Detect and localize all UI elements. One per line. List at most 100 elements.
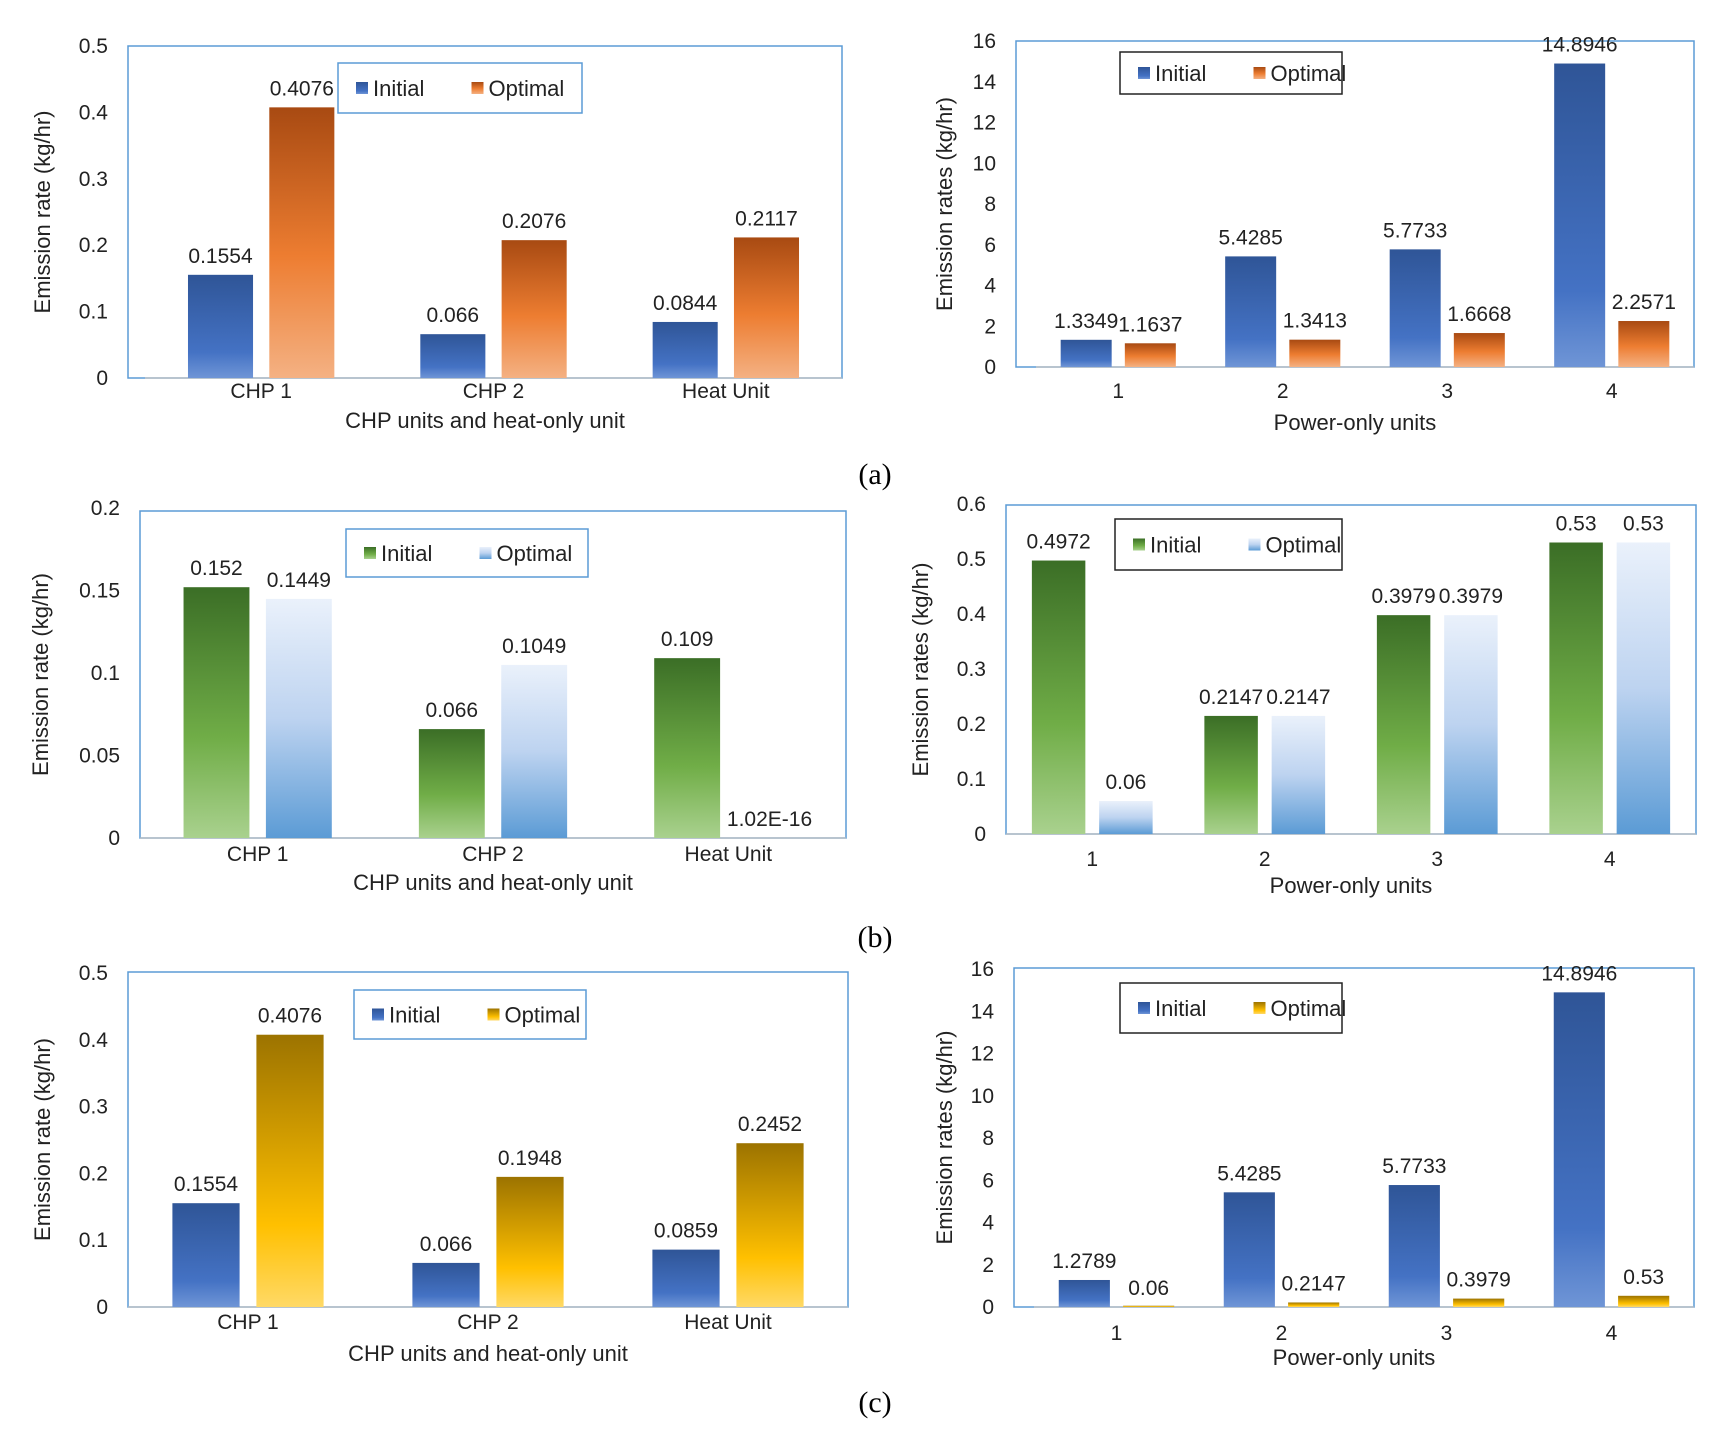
- data-label: 0.2076: [502, 210, 566, 233]
- x-tick-label: 3: [1441, 380, 1453, 403]
- data-label: 0.2147: [1266, 686, 1330, 709]
- bar-optimal-2: [1289, 339, 1341, 367]
- bar-initial-heat-unit: [652, 321, 718, 378]
- y-tick-label: 2: [982, 1254, 994, 1277]
- panel-label-c: (c): [858, 1386, 891, 1419]
- chart-a-right: 0 2 4 6 8 10 12 14 16 Emission rates (kg/hr) 1 1.33…: [932, 30, 1695, 435]
- legend-box: [1119, 982, 1343, 1034]
- x-axis-title: Power-only units: [1270, 873, 1433, 898]
- y-tick-label: 2: [984, 315, 996, 338]
- y-tick-label: 0.5: [79, 962, 108, 985]
- y-tick-label: 4: [984, 275, 996, 298]
- legend: Initial Optimal: [345, 528, 589, 578]
- legend-label-initial: Initial: [1155, 61, 1206, 86]
- bar-optimal-heat-unit: [736, 1143, 804, 1307]
- y-tick-label: 0: [96, 1296, 108, 1319]
- data-label: 0.0859: [654, 1220, 718, 1243]
- data-label: 0.0844: [653, 292, 718, 315]
- y-tick-label: 0: [96, 367, 108, 390]
- bar-initial-4: [1553, 992, 1605, 1307]
- x-axis-title: CHP units and heat-only unit: [348, 1341, 628, 1366]
- bar-initial-2: [1225, 256, 1277, 367]
- bar-optimal-1: [1099, 801, 1153, 834]
- bar-initial-chp-2: [412, 1262, 480, 1307]
- data-label: 0.3979: [1447, 1269, 1511, 1292]
- bar-optimal-chp-1: [269, 107, 335, 378]
- bar-optimal-heat-unit: [733, 237, 800, 378]
- y-tick-label: 0.1: [957, 768, 986, 791]
- y-tick-label: 0.2: [957, 713, 986, 736]
- data-label: 0.1554: [174, 1173, 239, 1196]
- x-tick-label: Heat Unit: [685, 843, 773, 866]
- y-tick-label: 6: [982, 1169, 994, 1192]
- legend-label-optimal: Optimal: [497, 541, 573, 566]
- legend-label-initial: Initial: [1150, 533, 1201, 558]
- bar-initial-1: [1031, 560, 1086, 834]
- x-tick-label: Heat Unit: [682, 380, 770, 403]
- data-label: 1.3413: [1283, 310, 1347, 333]
- legend: Initial Optimal: [1114, 518, 1343, 571]
- bar-optimal-chp-1: [265, 598, 332, 838]
- x-axis-title: CHP units and heat-only unit: [345, 408, 625, 433]
- legend-swatch-optimal: [1253, 1002, 1266, 1014]
- bar-optimal-4: [1616, 542, 1671, 834]
- y-tick-label: 0.05: [79, 745, 120, 768]
- data-label: 5.7733: [1383, 219, 1447, 242]
- bar-initial-chp-1: [187, 274, 254, 378]
- legend-swatch-initial: [356, 82, 368, 94]
- data-label: 0.152: [190, 557, 243, 580]
- bar-optimal-chp-2: [501, 240, 567, 378]
- legend-swatch-optimal: [487, 1008, 500, 1021]
- y-tick-label: 0.1: [79, 1229, 108, 1252]
- data-label: 0.1449: [267, 569, 331, 592]
- data-label: 1.2789: [1052, 1250, 1116, 1273]
- y-tick-label: 0.3: [79, 168, 108, 191]
- data-label: 0.4076: [258, 1005, 322, 1028]
- data-label: 0.2147: [1199, 686, 1263, 709]
- bar-optimal-2: [1288, 1302, 1340, 1307]
- y-tick-label: 0: [108, 827, 120, 850]
- y-axis-title: Emission rate (kg/hr): [30, 1038, 55, 1241]
- x-tick-label: 2: [1276, 1322, 1288, 1345]
- y-tick-label: 0.2: [79, 1162, 108, 1185]
- x-tick-label: 2: [1259, 848, 1271, 871]
- y-tick-label: 0.5: [957, 548, 986, 571]
- legend-label-optimal: Optimal: [1271, 996, 1347, 1021]
- y-tick-label: 14: [973, 71, 997, 94]
- bar-initial-chp-2: [418, 729, 485, 838]
- data-label: 0.2452: [738, 1113, 802, 1136]
- data-label: 0.2147: [1282, 1272, 1346, 1295]
- y-tick-label: 16: [971, 958, 994, 981]
- y-tick-label: 0.4: [957, 603, 987, 626]
- x-axis-title: CHP units and heat-only unit: [353, 870, 633, 895]
- bar-optimal-4: [1618, 321, 1670, 367]
- y-tick-label: 0.1: [79, 301, 108, 324]
- y-axis-title: Emission rates (kg/hr): [932, 97, 957, 311]
- data-label: 14.8946: [1542, 34, 1618, 57]
- x-axis-title: Power-only units: [1274, 410, 1437, 435]
- y-axis-title: Emission rates (kg/hr): [908, 563, 933, 777]
- bar-initial-2: [1223, 1192, 1275, 1307]
- x-tick-label: 4: [1606, 380, 1618, 403]
- legend-box: [1114, 518, 1343, 571]
- legend-swatch-optimal: [471, 82, 484, 94]
- data-label: 0.53: [1623, 1266, 1664, 1289]
- bar-initial-chp-1: [172, 1203, 240, 1307]
- y-tick-label: 0.6: [957, 493, 986, 516]
- bar-initial-chp-1: [183, 587, 250, 838]
- y-tick-label: 0.3: [957, 658, 986, 681]
- y-tick-label: 0: [974, 823, 986, 846]
- data-label: 1.6668: [1447, 303, 1511, 326]
- y-tick-label: 0.1: [91, 662, 120, 685]
- y-tick-label: 14: [971, 1000, 995, 1023]
- legend: Initial Optimal: [353, 989, 587, 1040]
- bar-optimal-1: [1123, 1305, 1175, 1307]
- y-tick-label: 0.4: [79, 1029, 109, 1052]
- legend-label-initial: Initial: [1155, 996, 1206, 1021]
- legend: Initial Optimal: [337, 62, 583, 114]
- bar-initial-3: [1389, 249, 1441, 367]
- y-tick-label: 0.2: [79, 234, 108, 257]
- legend-swatch-initial: [1138, 67, 1150, 79]
- data-label: 0.1554: [188, 245, 253, 268]
- data-label: 0.1948: [498, 1147, 562, 1170]
